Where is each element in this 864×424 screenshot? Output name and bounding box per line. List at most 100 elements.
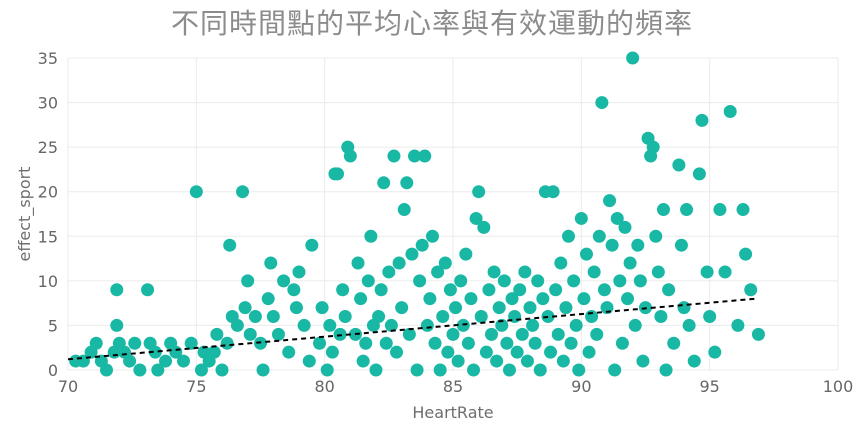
data-point — [194, 363, 208, 377]
x-tick-label: 95 — [699, 377, 719, 396]
data-point — [390, 345, 404, 359]
data-point — [428, 336, 442, 350]
data-point — [415, 238, 429, 252]
data-point — [654, 310, 668, 324]
data-point — [418, 149, 432, 163]
trendline-group — [67, 297, 756, 361]
data-point — [379, 336, 393, 350]
data-point — [626, 51, 640, 65]
data-point — [674, 238, 688, 252]
data-point — [451, 354, 465, 368]
data-point — [474, 310, 488, 324]
data-point — [215, 363, 229, 377]
data-point — [461, 336, 475, 350]
data-point — [751, 327, 765, 341]
data-point — [441, 345, 455, 359]
data-point — [361, 274, 375, 288]
data-point — [323, 318, 337, 332]
data-point — [613, 274, 627, 288]
data-point — [513, 283, 527, 297]
data-point — [100, 363, 113, 377]
data-point — [631, 238, 645, 252]
data-point — [264, 256, 278, 270]
data-point — [433, 363, 447, 377]
data-point — [459, 247, 473, 261]
data-point — [133, 363, 147, 377]
data-point — [649, 229, 663, 243]
x-tick-label: 70 — [58, 377, 78, 396]
data-point — [241, 274, 255, 288]
data-point — [536, 292, 550, 306]
y-axis-title: effect_sport — [15, 167, 35, 262]
data-point — [739, 247, 753, 261]
data-point — [621, 292, 635, 306]
data-point — [487, 265, 501, 279]
data-point — [579, 247, 593, 261]
data-point — [236, 185, 250, 199]
data-point — [703, 310, 717, 324]
data-point — [464, 292, 478, 306]
data-point — [744, 283, 758, 297]
data-point — [592, 229, 606, 243]
data-point — [528, 336, 542, 350]
data-point — [636, 354, 650, 368]
data-point — [615, 336, 629, 350]
data-point — [518, 265, 532, 279]
axes: 0 5 10 15 20 25 30 35 70 75 80 85 90 95 100 — [38, 49, 854, 396]
data-point — [436, 310, 450, 324]
data-point — [687, 354, 701, 368]
grid — [67, 57, 839, 371]
data-point — [331, 167, 344, 181]
y-tick-label: 20 — [38, 183, 58, 202]
data-point — [633, 274, 647, 288]
data-point — [248, 310, 262, 324]
data-point — [502, 363, 516, 377]
data-point — [590, 327, 604, 341]
data-point — [646, 140, 660, 154]
chart-title: 不同時間點的平均心率與有效運動的頻率 — [170, 7, 693, 40]
data-point — [438, 256, 452, 270]
data-point — [577, 292, 591, 306]
data-point — [533, 363, 547, 377]
data-point — [651, 265, 665, 279]
data-point — [605, 238, 619, 252]
data-point — [713, 203, 727, 217]
data-point — [680, 203, 694, 217]
data-point — [110, 283, 124, 297]
data-point — [682, 318, 696, 332]
data-point — [387, 149, 401, 163]
data-point — [413, 274, 427, 288]
data-point — [374, 283, 388, 297]
data-point — [177, 354, 190, 368]
data-point — [526, 318, 540, 332]
data-point — [523, 301, 537, 315]
x-axis-title: HeartRate — [412, 403, 493, 422]
data-point — [531, 274, 545, 288]
x-tick-label: 80 — [314, 377, 334, 396]
data-point — [210, 327, 224, 341]
y-tick-label: 35 — [38, 49, 58, 68]
data-point — [392, 256, 406, 270]
data-point — [469, 211, 483, 225]
data-point — [500, 336, 514, 350]
data-point — [582, 345, 596, 359]
data-point — [271, 327, 285, 341]
data-point — [320, 363, 334, 377]
y-tick-label: 30 — [38, 94, 58, 113]
data-point — [659, 363, 673, 377]
data-point — [282, 345, 296, 359]
data-point — [325, 345, 339, 359]
data-point — [544, 345, 558, 359]
data-point — [551, 327, 565, 341]
data-point — [692, 167, 706, 181]
data-point — [603, 194, 617, 208]
data-point — [184, 336, 198, 350]
y-tick-label: 25 — [38, 138, 58, 157]
data-point — [141, 283, 155, 297]
data-point — [287, 283, 301, 297]
data-point — [238, 301, 252, 315]
data-point — [672, 158, 686, 172]
data-point — [159, 354, 173, 368]
data-point — [356, 354, 370, 368]
